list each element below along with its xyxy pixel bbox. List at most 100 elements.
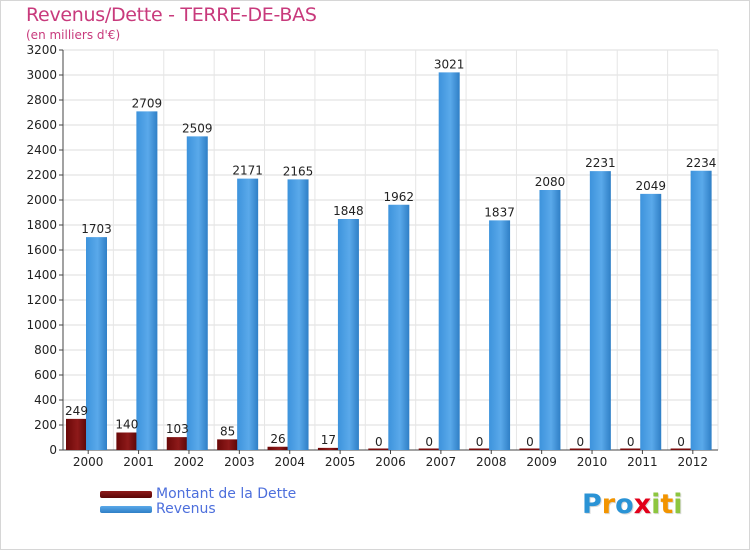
legend-swatch-revenus (100, 505, 152, 513)
y-tick-label: 2200 (26, 168, 57, 182)
bar-revenus (589, 171, 611, 450)
data-label-revenus: 3021 (434, 57, 465, 71)
x-tick-label: 2000 (73, 455, 104, 469)
x-tick-label: 2002 (174, 455, 205, 469)
data-label-revenus: 1703 (81, 222, 112, 236)
logo-letter: i (673, 489, 683, 520)
data-label-dette: 140 (115, 418, 138, 432)
x-tick-label: 2009 (526, 455, 557, 469)
y-tick-label: 1200 (26, 293, 57, 307)
bars (66, 72, 712, 450)
y-tick-label: 2600 (26, 118, 57, 132)
logo-letter: i (651, 489, 661, 520)
data-label-dette: 0 (526, 435, 534, 449)
data-label-revenus: 2231 (585, 156, 616, 170)
bar-revenus (186, 136, 208, 450)
data-label-revenus: 1848 (333, 204, 364, 218)
data-label-revenus: 2234 (686, 156, 717, 170)
chart-subtitle: (en milliers d'€) (26, 28, 121, 42)
data-label-dette: 103 (166, 422, 189, 436)
data-label-revenus: 1837 (484, 205, 515, 219)
y-tick-label: 2800 (26, 93, 57, 107)
y-tick-label: 3200 (26, 43, 57, 57)
x-tick-label: 2011 (627, 455, 658, 469)
y-tick-label: 1000 (26, 318, 57, 332)
bar-dette-baseline (620, 448, 642, 450)
bar-revenus (388, 204, 410, 450)
x-tick-label: 2008 (476, 455, 507, 469)
y-tick-label: 600 (34, 368, 57, 382)
bar-dette (166, 437, 188, 450)
bar-dette (66, 418, 87, 450)
bar-dette (116, 432, 138, 450)
data-label-dette: 0 (425, 435, 433, 449)
legend-label-dette: Montant de la Dette (156, 486, 297, 502)
y-tick-label: 1400 (26, 268, 57, 282)
y-tick-label: 1600 (26, 243, 57, 257)
bar-dette-baseline (418, 448, 440, 450)
data-label-revenus: 2049 (635, 179, 666, 193)
bar-dette (217, 439, 239, 450)
data-label-revenus: 1962 (384, 190, 415, 204)
y-tick-label: 2400 (26, 143, 57, 157)
y-tick-label: 3000 (26, 68, 57, 82)
y-tick-label: 200 (34, 418, 57, 432)
x-tick-label: 2004 (274, 455, 305, 469)
bar-dette (267, 446, 289, 450)
bar-revenus (690, 170, 712, 450)
legend-swatch-dette (100, 490, 152, 498)
logo-letter: r (601, 489, 616, 520)
data-label-revenus: 2171 (232, 164, 263, 178)
y-tick-label: 2000 (26, 193, 57, 207)
bar-revenus (337, 219, 359, 450)
proxiti-logo: Proxiti (582, 489, 683, 520)
bar-dette-baseline (469, 448, 491, 450)
legend-item-revenus: Revenus (100, 501, 216, 517)
logo-letter: o (615, 489, 634, 520)
bar-revenus (86, 237, 107, 450)
bar-dette (317, 447, 339, 450)
bar-revenus (438, 72, 460, 450)
y-tick-label: 800 (34, 343, 57, 357)
logo-letter: P (582, 489, 602, 520)
data-label-dette: 0 (375, 435, 383, 449)
data-label-dette: 0 (677, 435, 685, 449)
bar-revenus (237, 178, 259, 450)
bar-dette-baseline (368, 448, 390, 450)
legend-label-revenus: Revenus (156, 501, 216, 517)
y-tick-label: 1800 (26, 218, 57, 232)
y-tick-label: 0 (49, 443, 57, 457)
data-label-dette: 17 (321, 433, 336, 447)
data-label-dette: 0 (577, 435, 585, 449)
x-tick-label: 2010 (577, 455, 608, 469)
data-label-dette: 249 (65, 404, 88, 418)
x-tick-label: 2012 (678, 455, 709, 469)
x-tick-label: 2003 (224, 455, 255, 469)
data-label-dette: 26 (270, 432, 285, 446)
data-label-revenus: 2509 (182, 121, 213, 135)
x-tick-label: 2007 (426, 455, 457, 469)
bar-revenus (539, 190, 561, 450)
bar-revenus (489, 220, 511, 450)
legend-item-dette: Montant de la Dette (100, 486, 296, 502)
x-tick-label: 2005 (325, 455, 356, 469)
data-label-dette: 0 (476, 435, 484, 449)
data-label-dette: 0 (627, 435, 635, 449)
bar-dette-baseline (519, 448, 541, 450)
bar-revenus (640, 193, 662, 450)
bar-dette-baseline (569, 448, 591, 450)
bar-revenus (287, 179, 309, 450)
data-label-revenus: 2165 (283, 164, 314, 178)
logo-letter: x (633, 489, 652, 520)
data-labels: 249 1703 140 2709 103 2509 85 2171 26 2165 17 1848 0… (65, 57, 716, 449)
logo-letter: t (660, 489, 674, 520)
bar-revenus (136, 111, 158, 450)
data-label-dette: 85 (220, 424, 235, 438)
x-tick-label: 2001 (123, 455, 154, 469)
y-tick-label: 400 (34, 393, 57, 407)
data-label-revenus: 2709 (132, 96, 163, 110)
chart-title: Revenus/Dette - TERRE-DE-BAS (26, 4, 317, 26)
data-label-revenus: 2080 (535, 175, 566, 189)
x-tick-label: 2006 (375, 455, 406, 469)
